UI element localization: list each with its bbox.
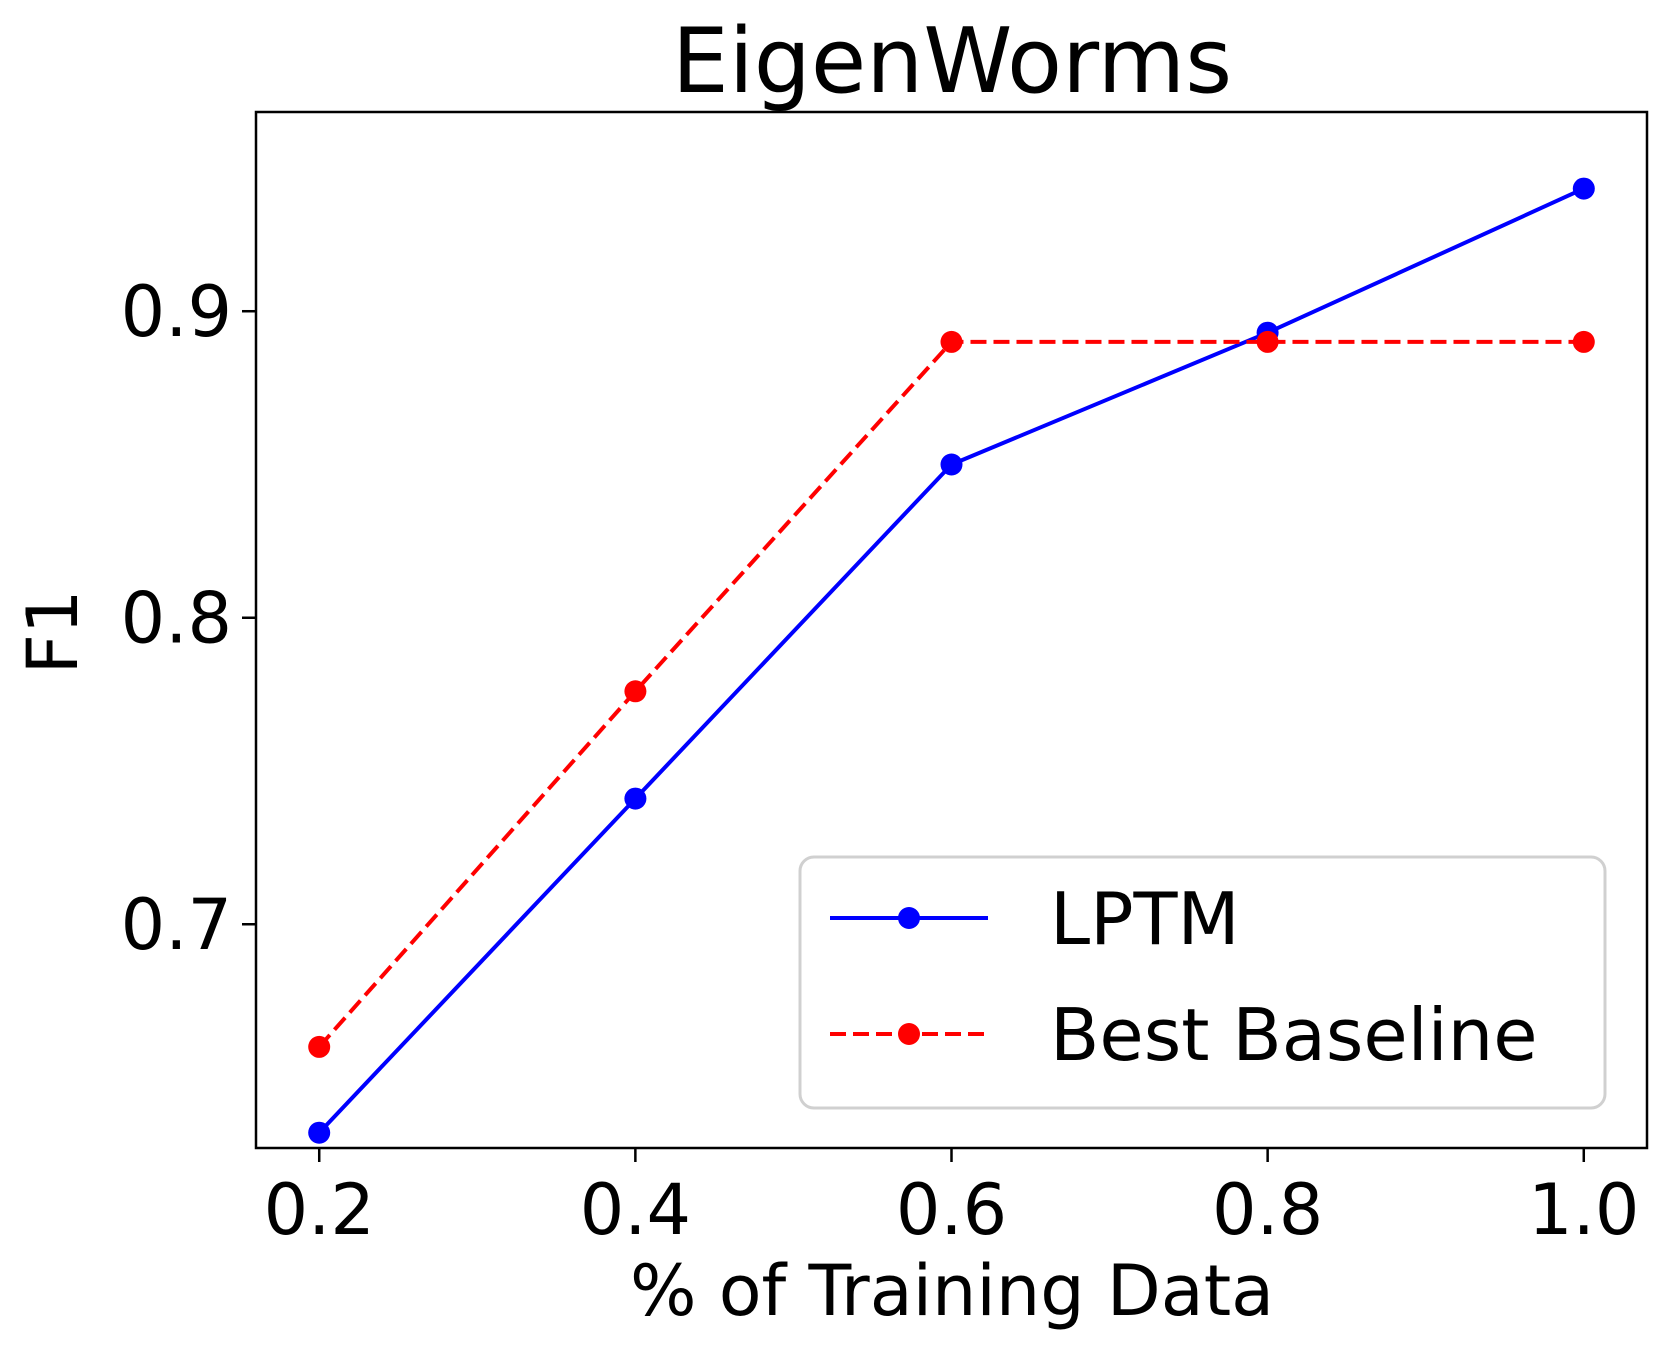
data-point-lptm-0 — [308, 1121, 331, 1144]
data-point-best-baseline-1 — [624, 680, 647, 703]
x-tick-label: 1.0 — [1528, 1169, 1639, 1251]
x-tick-label: 0.2 — [264, 1169, 375, 1251]
legend-box — [798, 855, 1607, 1110]
y-tick-label: 0.8 — [121, 578, 232, 660]
data-point-lptm-2 — [940, 453, 963, 476]
legend: LPTM Best Baseline — [798, 855, 1607, 1110]
data-point-best-baseline-0 — [308, 1035, 331, 1058]
data-point-best-baseline-2 — [940, 330, 963, 353]
y-tick-label: 0.7 — [121, 884, 232, 966]
data-point-lptm-4 — [1572, 177, 1595, 200]
data-point-best-baseline-4 — [1572, 330, 1595, 353]
legend-lptm-label: LPTM — [1050, 877, 1240, 961]
y-tick-label: 0.9 — [121, 271, 232, 353]
legend-baseline-label: Best Baseline — [1050, 993, 1538, 1077]
axes: 0.2 0.4 0.6 0.8 1.0 0.7 0.8 0.9 — [121, 110, 1649, 1251]
y-axis-label: F1 — [12, 590, 94, 675]
chart-title: EigenWorms — [672, 9, 1232, 114]
x-tick-label: 0.4 — [580, 1169, 691, 1251]
x-axis-label: % of Training Data — [630, 1250, 1274, 1332]
x-tick-label: 0.8 — [1212, 1169, 1323, 1251]
plot-area — [308, 177, 1595, 1144]
legend-lptm-marker — [898, 907, 920, 929]
data-point-lptm-1 — [624, 787, 647, 810]
data-point-best-baseline-3 — [1256, 330, 1279, 353]
legend-baseline-marker — [898, 1023, 920, 1045]
x-tick-label: 0.6 — [896, 1169, 1007, 1251]
